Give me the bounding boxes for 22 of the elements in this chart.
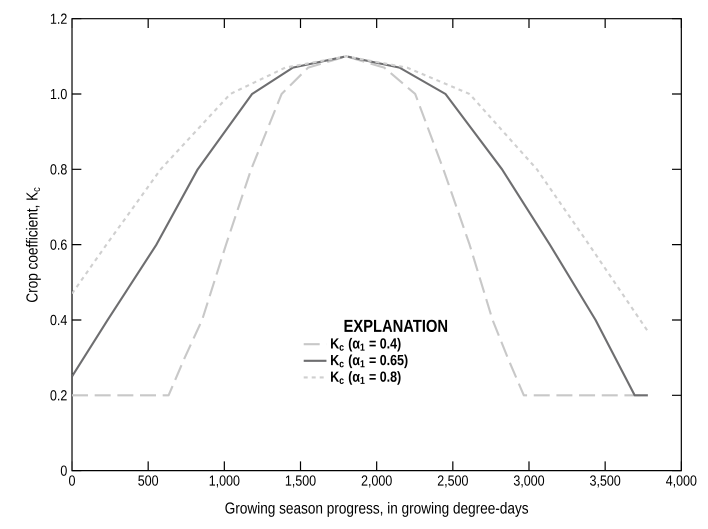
x-tick-label: 3,000 <box>514 475 544 488</box>
x-tick-label: 1,500 <box>286 475 316 488</box>
y-tick-label: 1.2 <box>50 14 67 24</box>
y-tick-label: 0.2 <box>50 390 67 401</box>
x-tick-label: 3,500 <box>590 475 620 488</box>
x-tick-label: 1,000 <box>210 475 240 488</box>
legend-label: K$_{c}$ (α$_{1}$ = 0.8) <box>331 371 401 385</box>
y-tick-label: 0.8 <box>50 164 67 175</box>
x-tick-label: 2,000 <box>362 475 392 488</box>
y-tick-label: 0.4 <box>50 314 67 326</box>
x-tick-label: 500 <box>138 475 158 486</box>
legend-label: K$_{c}$ (α$_{1}$ = 0.65) <box>331 354 408 368</box>
x-tick-label: 4,000 <box>666 475 696 488</box>
legend-title: EXPLANATION <box>344 320 448 332</box>
y-tick-label: 0.6 <box>50 239 67 250</box>
x-tick-label: 0 <box>69 475 75 486</box>
y-tick-label: 1.0 <box>50 88 67 100</box>
y-axis-title: Crop coefficient, K$_{c}$ <box>26 188 41 302</box>
x-tick-label: 2,500 <box>438 475 468 488</box>
x-axis-title: Growing season progress, in growing degree-days <box>225 502 528 517</box>
y-tick-label: 0 <box>60 465 67 476</box>
legend-label: K$_{c}$ (α$_{1}$ = 0.4) <box>331 338 401 352</box>
